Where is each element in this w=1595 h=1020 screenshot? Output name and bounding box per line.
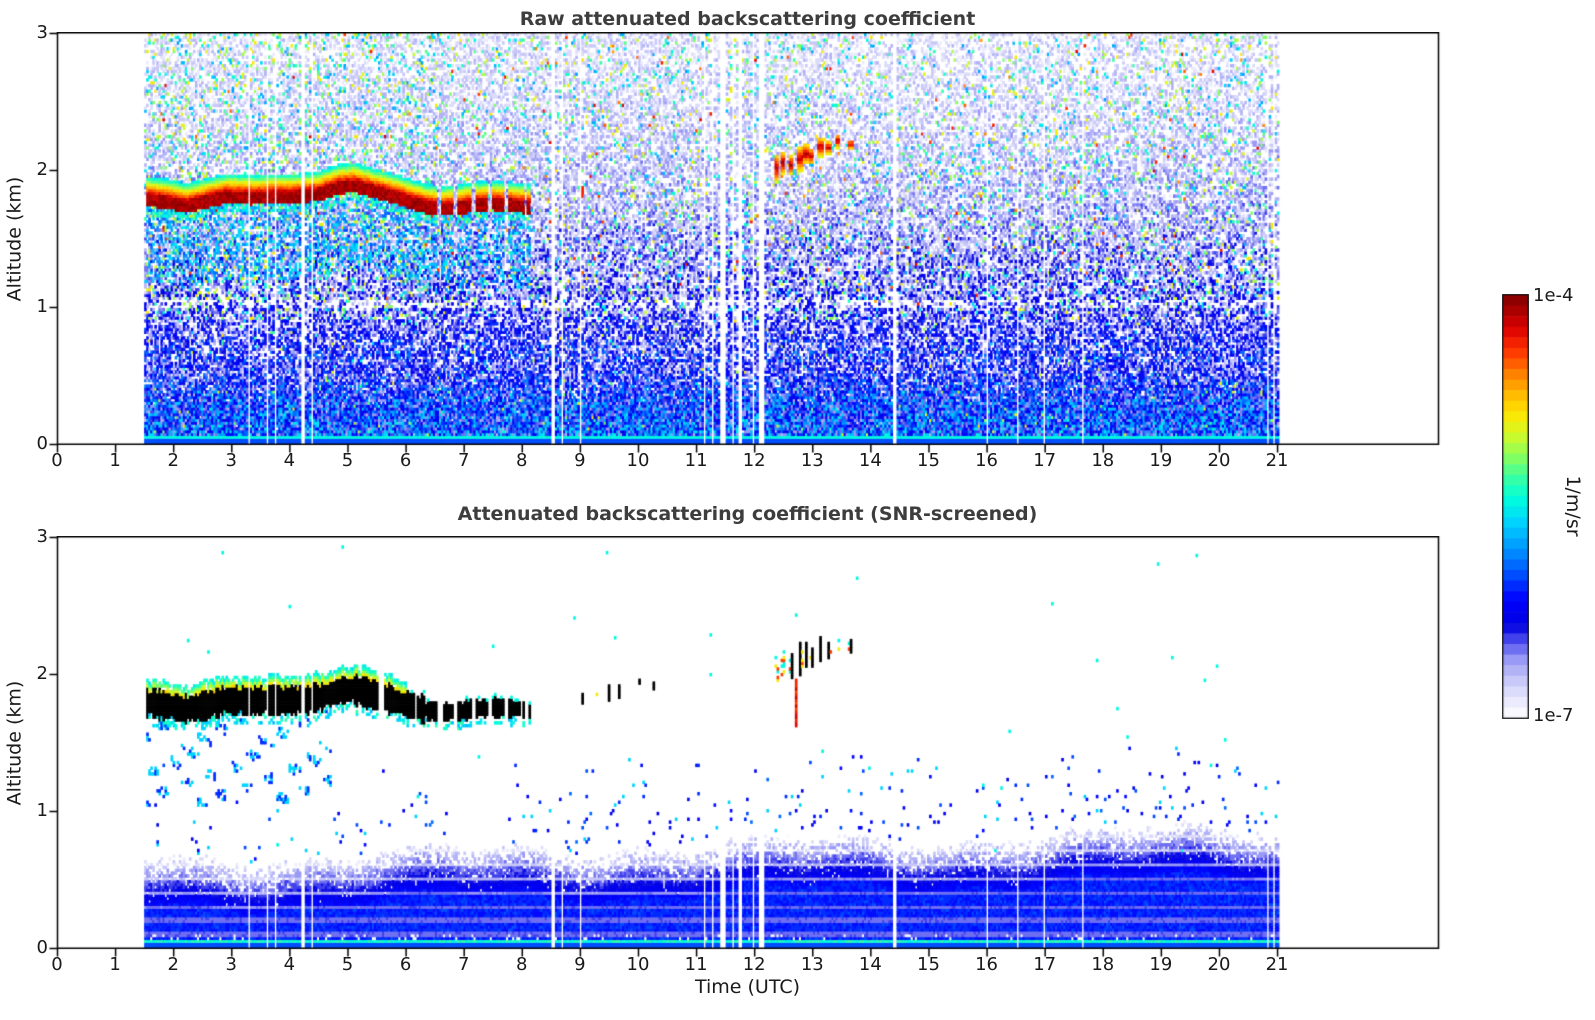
- x-tick-label: 13: [800, 954, 824, 975]
- x-tick-label: 3: [225, 954, 237, 975]
- x-tick-label: 18: [1091, 954, 1115, 975]
- x-tick-label: 6: [399, 450, 412, 471]
- raw-panel-heatmap: [44, 32, 1441, 458]
- y-tick-label: 3: [36, 22, 48, 43]
- x-tick-label: 21: [1265, 954, 1289, 975]
- x-tick-label: 1: [109, 954, 121, 975]
- raw-panel-title: Raw attenuated backscattering coefficien…: [519, 8, 976, 30]
- x-tick-label: 1: [109, 450, 121, 471]
- x-tick-label: 0: [51, 450, 63, 471]
- y-tick-label: 2: [36, 663, 48, 684]
- screened-panel-title: Attenuated backscattering coefficient (S…: [457, 503, 1038, 525]
- x-tick-label: 8: [516, 954, 528, 975]
- x-tick-label: 7: [457, 450, 470, 471]
- x-tick-label: 19: [1149, 450, 1173, 471]
- x-tick-label: 11: [684, 450, 708, 471]
- x-tick-label: 20: [1207, 954, 1231, 975]
- colorbar-min-label: 1e-7: [1533, 705, 1574, 726]
- x-tick-label: 5: [341, 954, 354, 975]
- y-tick-label: 0: [36, 433, 48, 454]
- y-tick-label: 1: [36, 800, 48, 821]
- x-tick-label: 9: [574, 954, 586, 975]
- x-tick-label: 11: [684, 954, 708, 975]
- x-tick-label: 13: [800, 450, 824, 471]
- x-tick-label: 10: [626, 450, 650, 471]
- screened-panel-heatmap: [44, 536, 1441, 962]
- x-tick-label: 17: [1033, 450, 1057, 471]
- x-tick-label: 21: [1265, 450, 1289, 471]
- x-tick-label: 9: [574, 450, 586, 471]
- raw-y-axis-label: Altitude (km): [3, 176, 26, 302]
- x-tick-label: 8: [516, 450, 528, 471]
- x-tick-label: 6: [399, 954, 412, 975]
- x-tick-label: 16: [975, 954, 999, 975]
- y-tick-label: 3: [36, 526, 48, 547]
- colorbar-unit-label: 1/m/sr: [1562, 475, 1584, 537]
- x-tick-label: 2: [167, 450, 179, 471]
- x-tick-label: 20: [1207, 450, 1231, 471]
- x-tick-label: 14: [858, 954, 882, 975]
- y-tick-label: 0: [36, 937, 48, 958]
- x-tick-label: 17: [1033, 954, 1057, 975]
- x-tick-label: 18: [1091, 450, 1115, 471]
- x-tick-label: 4: [283, 954, 296, 975]
- x-tick-label: 19: [1149, 954, 1173, 975]
- colorbar: [1502, 294, 1529, 719]
- x-tick-label: 12: [742, 954, 766, 975]
- x-tick-label: 4: [283, 450, 296, 471]
- x-tick-label: 5: [341, 450, 354, 471]
- x-tick-label: 15: [917, 954, 940, 975]
- x-tick-label: 7: [457, 954, 470, 975]
- x-axis-label: Time (UTC): [694, 976, 801, 998]
- y-tick-label: 2: [36, 159, 48, 180]
- x-tick-label: 14: [858, 450, 882, 471]
- x-tick-label: 16: [975, 450, 999, 471]
- x-tick-label: 2: [167, 954, 179, 975]
- y-tick-label: 1: [36, 296, 48, 317]
- colorbar-max-label: 1e-4: [1533, 285, 1574, 306]
- x-tick-label: 10: [626, 954, 650, 975]
- x-tick-label: 12: [742, 450, 766, 471]
- x-tick-label: 0: [51, 954, 63, 975]
- x-tick-label: 15: [917, 450, 940, 471]
- x-tick-label: 3: [225, 450, 237, 471]
- screened-y-axis-label: Altitude (km): [3, 680, 26, 806]
